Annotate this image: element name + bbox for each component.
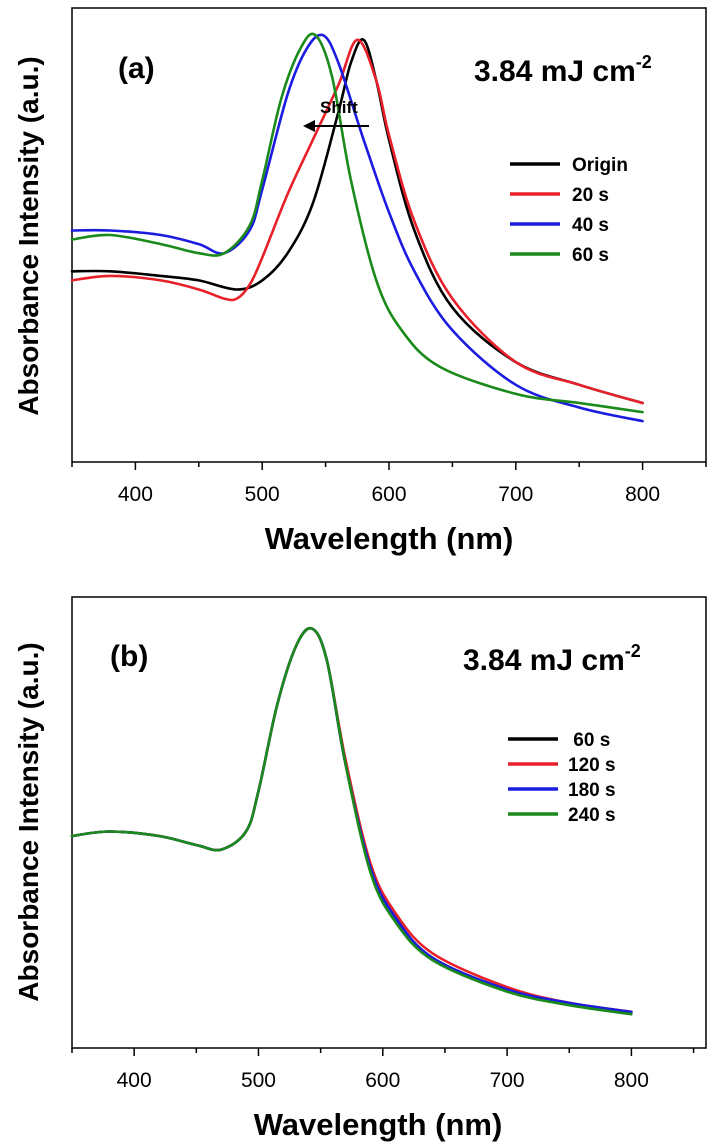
series-line-a-2 <box>70 33 644 423</box>
series-line-b-2 <box>70 626 633 1014</box>
x-ticks-a: 400 500 600 700 800 <box>71 462 707 506</box>
x-tick-label-b: 500 <box>241 1069 276 1092</box>
x-tick-label-a: 700 <box>498 483 533 506</box>
y-axis-label-b: Absorbance Intensity (a.u.) <box>13 642 44 1001</box>
series-line-a-1 <box>70 38 644 405</box>
x-axis-label-a: Wavelength (nm) <box>265 521 514 556</box>
shift-arrow <box>303 120 369 132</box>
series-line-b-1 <box>70 626 633 1014</box>
series-line-a-0 <box>70 38 644 405</box>
legend-label-b-3: 240 s <box>568 805 616 826</box>
panel-b: 400 500 600 700 800 (b) 3.84 mJ cm-2 60 s 120… <box>13 596 707 1142</box>
legend-label-b-1: 120 s <box>568 755 616 776</box>
legend-a: Origin 20 s 40 s 60 s <box>510 155 628 266</box>
x-tick-label-a: 500 <box>245 483 280 506</box>
series-line-a-3 <box>70 32 644 414</box>
x-tick-label-a: 600 <box>371 483 406 506</box>
legend-label-a-0: Origin <box>572 155 628 176</box>
legend-label-a-3: 60 s <box>572 245 609 266</box>
x-tick-label-b: 400 <box>117 1069 152 1092</box>
x-tick-label-a: 400 <box>118 483 153 506</box>
legend-b: 60 s 120 s 180 s 240 s <box>508 730 616 826</box>
x-tick-label-b: 800 <box>614 1069 649 1092</box>
shift-label: Shift <box>320 98 358 117</box>
panel-label-b: (b) <box>110 640 148 673</box>
plot-frame-b <box>71 596 707 1049</box>
y-axis-label-a: Absorbance Intensity (a.u.) <box>13 56 44 415</box>
x-axis-label-b: Wavelength (nm) <box>254 1107 503 1142</box>
fluence-annotation-a: 3.84 mJ cm-2 <box>474 52 652 88</box>
panel-label-a: (a) <box>118 52 155 85</box>
series-line-b-0 <box>70 626 633 1014</box>
x-tick-label-b: 700 <box>490 1069 525 1092</box>
panel-a: 400 500 600 700 800 (a) 3.84 mJ cm-2 Shift O… <box>13 7 707 556</box>
fluence-annotation-b: 3.84 mJ cm-2 <box>463 641 641 677</box>
legend-label-a-1: 20 s <box>572 185 609 206</box>
x-ticks-b: 400 500 600 700 800 <box>71 1048 695 1092</box>
legend-label-b-2: 180 s <box>568 780 616 801</box>
legend-label-b-0: 60 s <box>568 730 610 751</box>
legend-label-a-2: 40 s <box>572 215 609 236</box>
series-line-b-3 <box>70 626 633 1016</box>
x-tick-label-a: 800 <box>625 483 660 506</box>
curves-b <box>70 626 633 1016</box>
curves-a <box>70 32 644 423</box>
x-tick-label-b: 600 <box>365 1069 400 1092</box>
